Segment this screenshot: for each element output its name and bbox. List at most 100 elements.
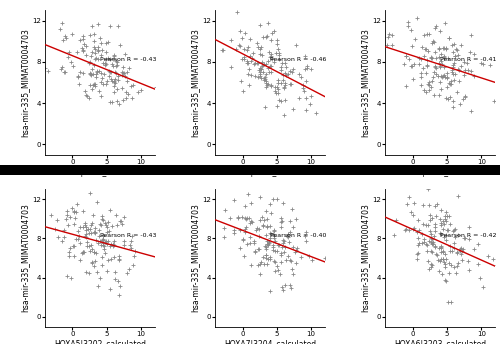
Point [278, 218, 286, 223]
Point [444, 74, 452, 80]
Point [110, 78, 118, 84]
Point [440, 222, 448, 227]
Point [451, 72, 459, 77]
Point [406, 209, 414, 215]
Point [129, 82, 137, 87]
Point [274, 90, 282, 96]
Point [450, 264, 458, 269]
Point [442, 261, 450, 267]
Point [102, 238, 110, 244]
Point [299, 83, 307, 88]
Point [103, 0, 111, 1]
Point [256, 73, 264, 78]
Point [273, 103, 281, 108]
Point [276, 271, 284, 276]
Point [106, 100, 114, 105]
Point [274, 268, 281, 273]
Point [210, 6, 218, 11]
Point [218, 48, 226, 53]
Point [262, 61, 270, 67]
Point [93, 68, 101, 74]
Point [254, 74, 262, 80]
Point [305, 254, 313, 259]
Point [270, 60, 278, 65]
Point [76, 69, 84, 74]
Point [98, 47, 106, 53]
Point [62, 69, 70, 75]
Point [290, 224, 298, 229]
Point [246, 240, 254, 245]
Point [115, 253, 123, 259]
Point [90, 81, 98, 86]
Point [270, 228, 278, 233]
Point [264, 241, 272, 247]
Point [388, 42, 396, 47]
Point [428, 236, 436, 241]
Point [280, 112, 288, 118]
Point [460, 72, 468, 77]
Point [94, 283, 102, 289]
Point [109, 63, 117, 68]
Point [312, 110, 320, 116]
Point [108, 56, 116, 62]
Point [264, 66, 272, 71]
Point [69, 243, 77, 249]
Point [453, 89, 461, 95]
Point [99, 60, 107, 65]
Point [428, 262, 436, 268]
Point [242, 241, 250, 247]
Point [80, 42, 88, 47]
Point [79, 224, 87, 229]
Point [442, 232, 450, 237]
Y-axis label: hsa-mir-335_MIMAT0004703: hsa-mir-335_MIMAT0004703 [190, 28, 200, 137]
Point [383, 42, 391, 47]
Point [456, 248, 464, 254]
Point [123, 69, 131, 74]
Point [437, 257, 445, 262]
Point [430, 93, 438, 98]
Point [74, 234, 82, 239]
Point [476, 276, 484, 281]
Point [246, 36, 254, 42]
Point [242, 30, 250, 35]
Point [108, 79, 116, 84]
Point [448, 248, 456, 254]
Point [266, 288, 274, 294]
Point [262, 208, 270, 214]
Point [450, 41, 458, 46]
Point [441, 251, 449, 256]
Point [424, 81, 432, 86]
Point [274, 242, 282, 247]
Point [420, 53, 428, 58]
Point [444, 84, 452, 89]
Point [86, 60, 94, 65]
Point [130, 253, 138, 259]
Point [282, 72, 290, 78]
Point [88, 220, 96, 226]
Point [457, 252, 465, 257]
Point [477, 60, 485, 65]
Point [296, 255, 304, 260]
Point [236, 28, 244, 33]
Point [390, 233, 398, 238]
Point [236, 42, 244, 47]
Point [63, 213, 71, 218]
Point [70, 243, 78, 249]
Point [80, 222, 88, 228]
Point [99, 234, 107, 239]
Point [284, 232, 292, 237]
Point [446, 243, 454, 248]
Point [407, 64, 415, 69]
Point [250, 240, 258, 246]
Point [447, 262, 455, 267]
Point [44, 69, 52, 74]
Point [246, 221, 254, 226]
Point [255, 68, 263, 73]
Point [230, 227, 237, 232]
Point [230, 197, 238, 203]
Point [256, 271, 264, 277]
Point [272, 248, 280, 254]
Point [273, 84, 281, 89]
Point [438, 220, 446, 226]
Point [88, 66, 96, 72]
